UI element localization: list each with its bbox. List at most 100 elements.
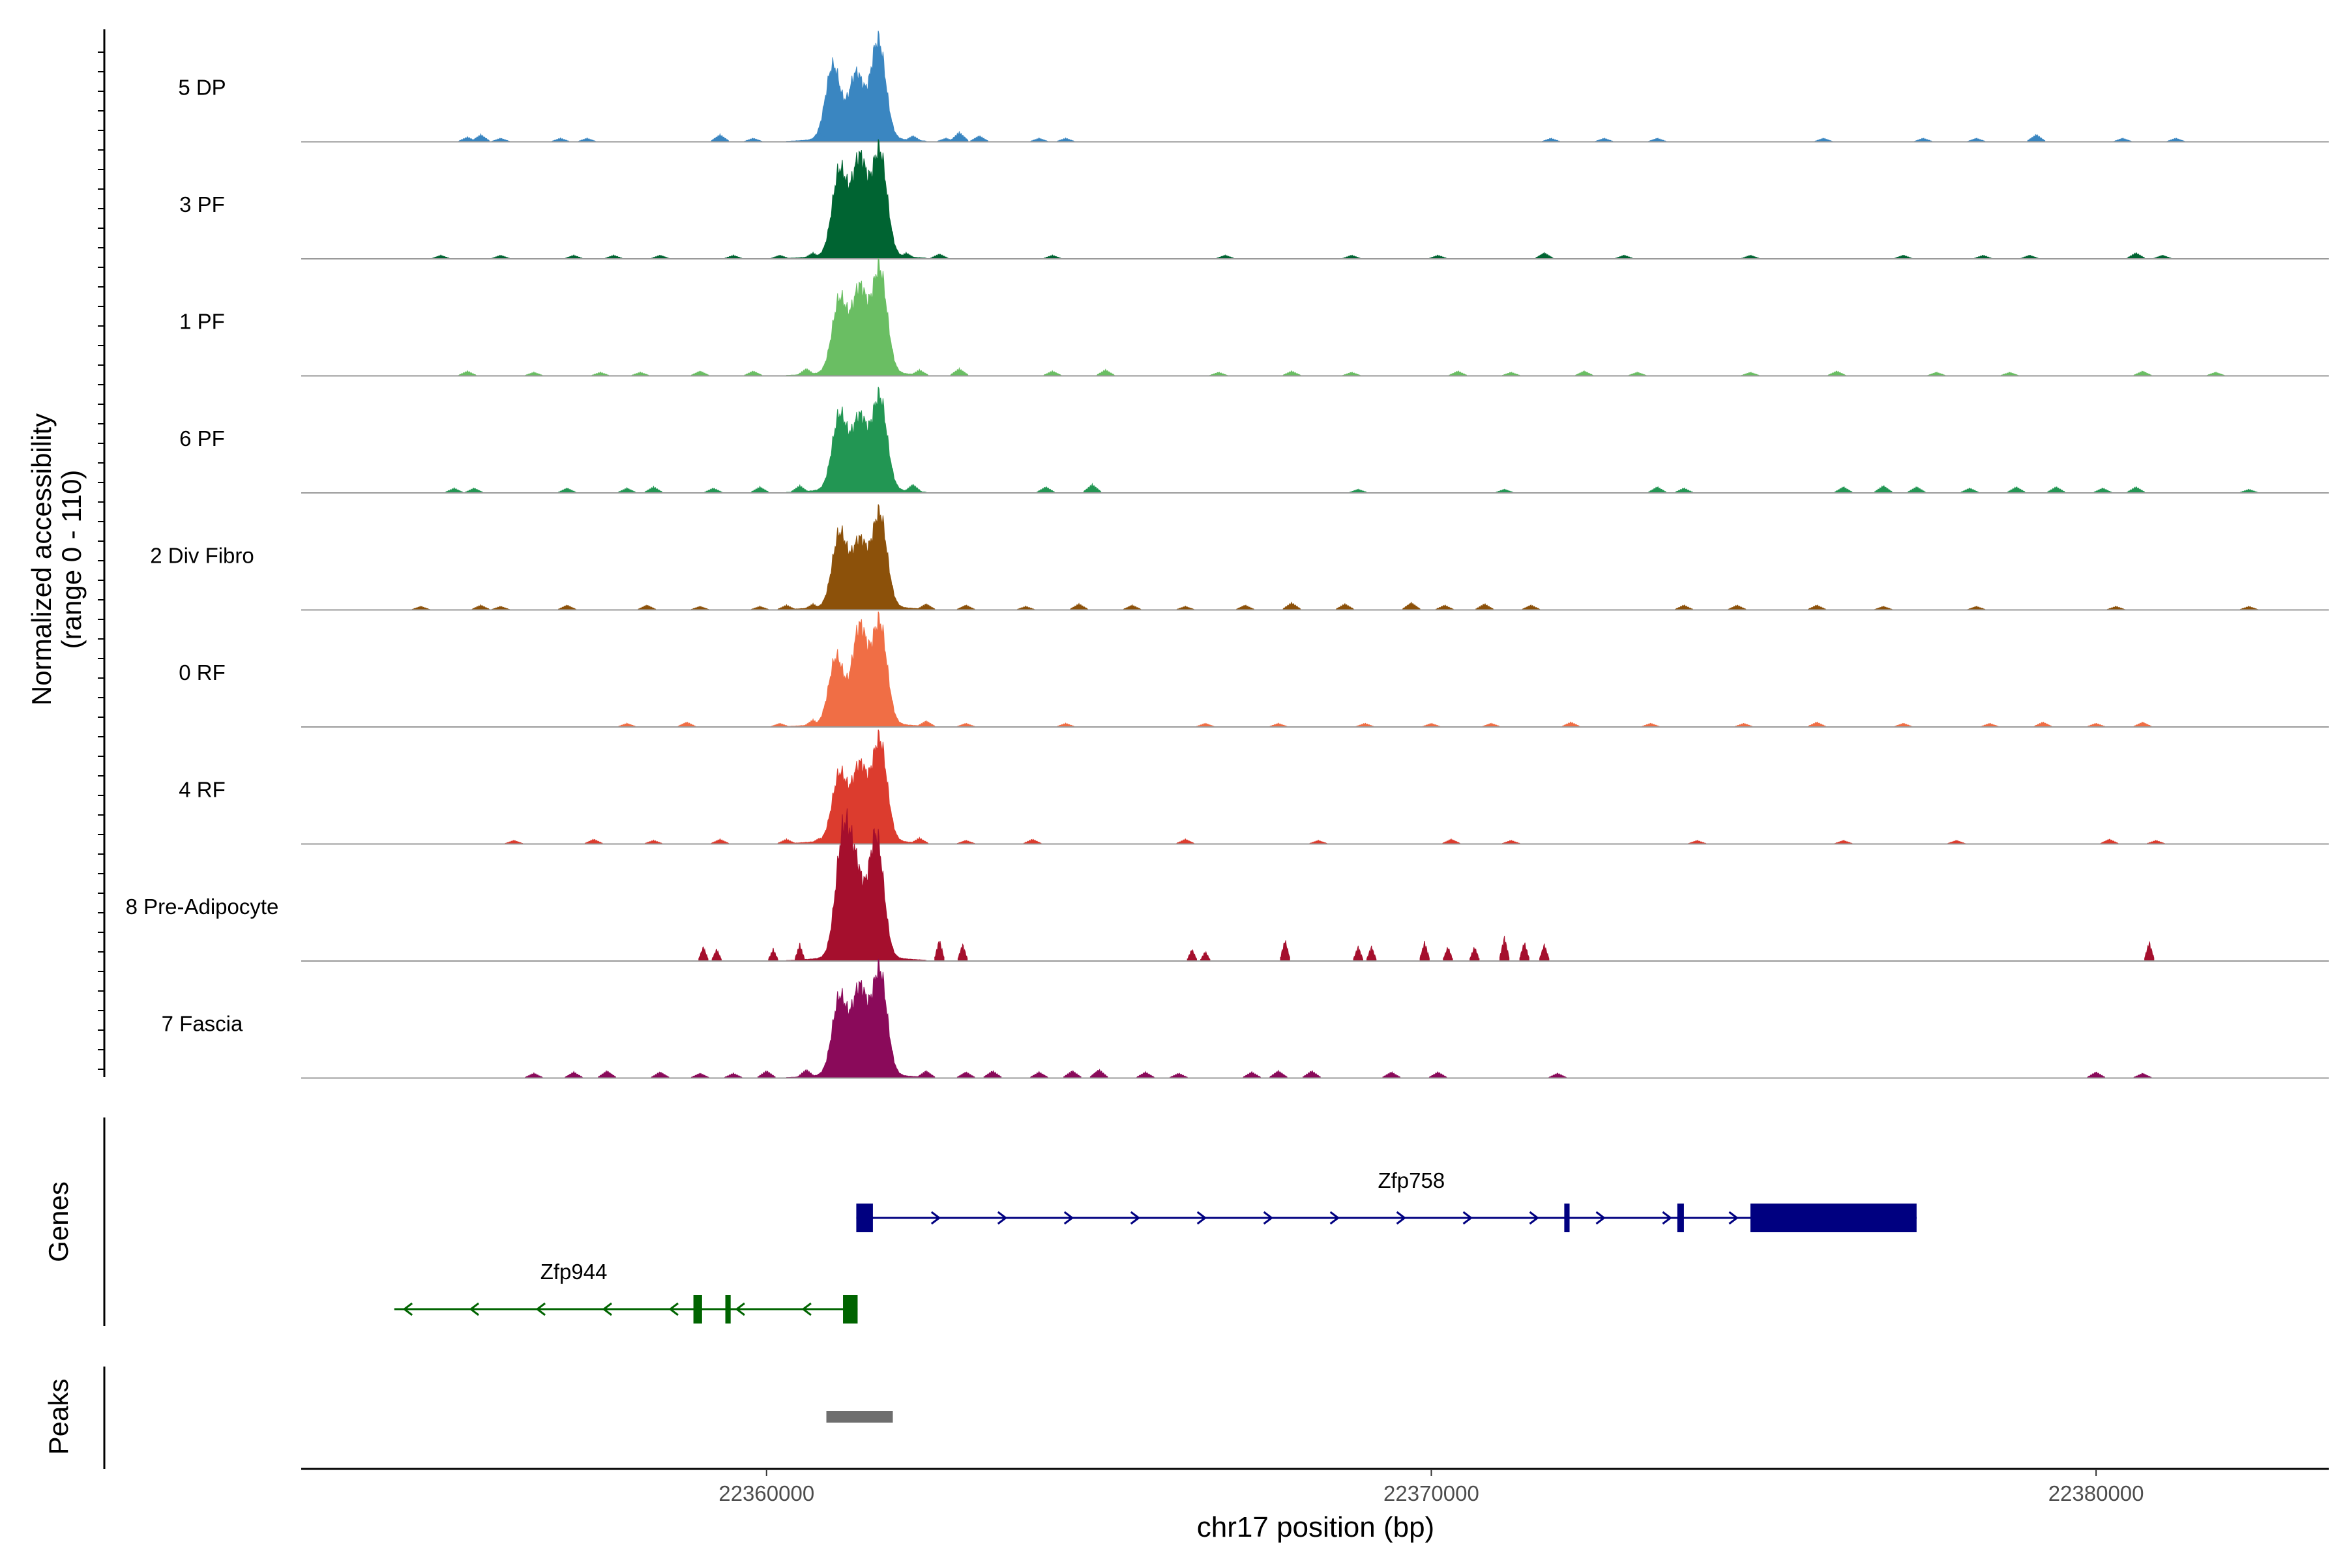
track-label: 3 PF [179,192,225,216]
coverage-bump [1016,605,1035,610]
gene-zfp758: Zfp758 [856,1168,1917,1232]
coverage-bump [1595,138,1614,142]
coverage-bump [1366,945,1377,962]
coverage-bump [956,840,975,844]
track-label: 2 Div Fibro [150,544,254,568]
coverage-bump [690,370,709,376]
labels-layer: Normalized accessibility (range 0 - 110)… [26,413,1434,1543]
coverage-bump [1428,1071,1447,1078]
coverage-bump [950,366,969,376]
coverage-bump [1023,838,1042,844]
coverage-bump [584,838,603,844]
coverage-bump [1419,941,1430,962]
coverage-peak-cluster [786,611,927,728]
coverage-bump [1501,372,1520,376]
coverage-bump [1336,602,1354,610]
gene-exon [725,1295,731,1324]
coverage-bump [1808,721,1826,728]
strand-arrow [1529,1211,1539,1225]
coverage-bump [1216,254,1235,259]
coverage-bump [2133,721,2152,728]
coverage-bump [2239,488,2258,494]
coverage-bump [791,484,809,494]
coverage-bump [970,135,988,142]
coverage-bump [904,484,922,494]
coverage-bump [558,604,576,610]
coverage-bump [1136,1071,1155,1078]
coverage-bump [1030,137,1048,142]
coverage-bump [698,946,709,962]
coverage-bump [1967,606,1986,610]
coverage-bump [2087,1071,2105,1078]
coverage-bump [525,1072,543,1078]
coverage-bump [1282,370,1301,376]
coverage-bump [565,254,583,259]
coverage-bump [2047,486,2065,494]
coverage-bump [2020,254,2039,259]
coverage-bump [724,254,743,259]
coverage-bump [1648,138,1666,142]
gene-exon [843,1295,858,1324]
coverage-bump [904,135,922,142]
coverage-bump [1402,601,1421,610]
track-label: 6 PF [179,426,225,451]
gene-name-label: Zfp758 [1378,1168,1445,1192]
strand-arrow [402,1302,413,1316]
x-tick-label: 22360000 [718,1481,814,1505]
coverage-bump [2087,723,2105,728]
coverage-bump [1615,254,1633,259]
coverage-bump [1170,1072,1188,1078]
coverage-bump [1973,254,1992,259]
coverage-bump [1967,138,1986,142]
coverage-bump [1449,370,1468,376]
coverage-bump [1927,372,1946,376]
gene-exon [1564,1204,1570,1232]
strand-arrow [1396,1211,1407,1225]
coverage-bump [638,604,657,610]
coverage-bump [1575,370,1593,376]
coverage-bump [1628,372,1647,376]
coverage-bump [1981,722,1999,728]
coverage-bump [471,133,490,142]
coverage-bump [690,1072,709,1078]
coverage-bump [492,254,510,259]
coverage-bump [411,606,430,610]
coverage-bump [2133,370,2152,376]
track-5-dp: 5 DP [178,31,2329,143]
coverage-bump [1827,370,1846,376]
coverage-bump [1734,722,1753,728]
coverage-bump [2100,838,2119,844]
coverage-bump [810,837,829,844]
coverage-bump [1422,722,1441,728]
coverage-bump [617,486,636,494]
coverage-bump [1063,1070,1082,1078]
coverage-bump [1894,722,1913,728]
genes-track-title: Genes [43,1181,74,1262]
coverage-bump [2127,252,2146,259]
track-6-pf: 6 PF [179,387,2329,494]
coverage-bump [1874,606,1893,610]
coverage-bump [1519,942,1529,962]
coverage-bump [744,370,763,376]
coverage-bump [1675,604,1693,610]
coverage-bump [1728,604,1747,610]
coverage-bump [1495,488,1514,494]
coverage-bump [432,254,450,259]
coverage-bump [804,602,822,610]
strand-arrow [1662,1211,1672,1225]
coverage-bump [956,1071,975,1078]
coverage-bump [771,254,789,259]
coverage-peak-cluster [786,31,927,142]
coverage-bump [525,371,543,376]
gene-track: Zfp758 Zfp944 [394,1168,1917,1324]
coverage-bump [1428,254,1447,259]
coverage-bump [917,1070,936,1078]
coverage-bump [1741,254,1760,259]
coverage-bump [711,838,730,844]
coverage-bump [1535,252,1554,259]
track-4-rf: 4 RF [179,729,2329,845]
coverage-bump [804,718,822,728]
strand-arrow [1728,1211,1739,1225]
coverage-bump [917,603,936,610]
